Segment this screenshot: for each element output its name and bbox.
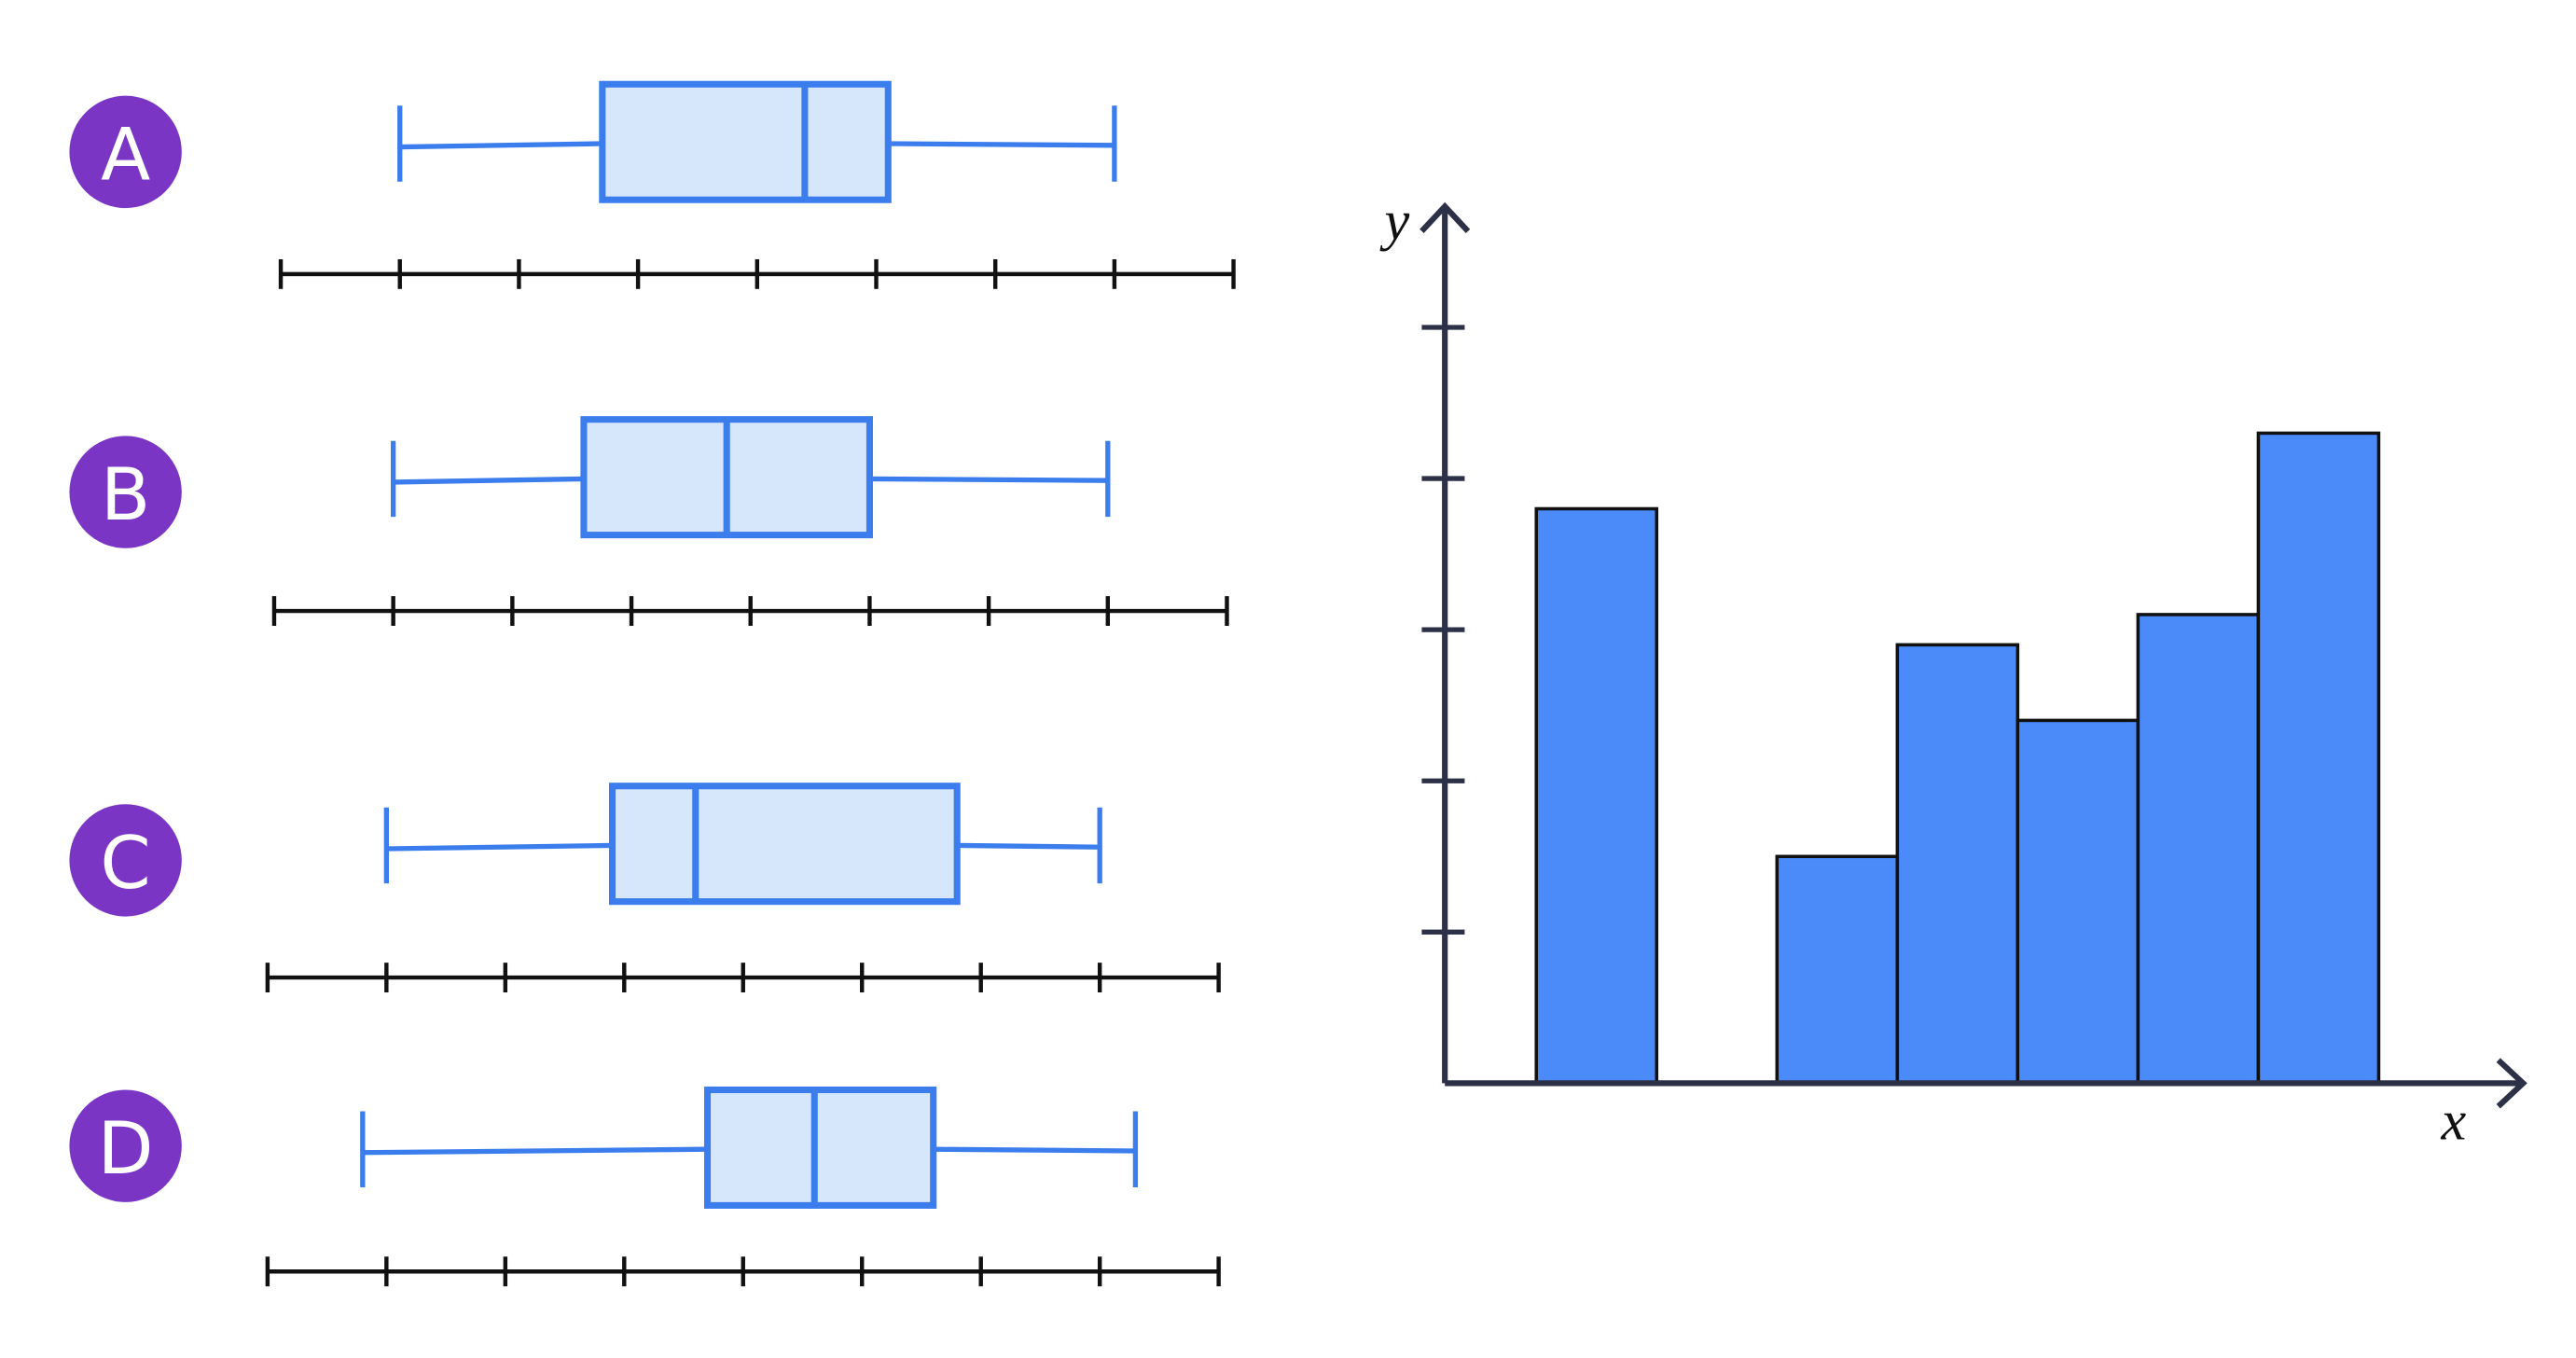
plot-label: D (98, 1107, 154, 1191)
whisker (362, 1146, 708, 1156)
y-arrow (1420, 201, 1471, 233)
bar (2015, 718, 2140, 1086)
bar (1775, 854, 1900, 1086)
whisker (399, 141, 602, 150)
box (609, 783, 961, 906)
whisker (957, 842, 1101, 850)
bar (1534, 506, 1659, 1086)
box (703, 1086, 937, 1209)
bar (1895, 643, 2020, 1086)
label-badge (69, 1089, 182, 1202)
plot-label: C (100, 822, 150, 906)
x-axis-label: x (2441, 1090, 2467, 1153)
whisker (393, 476, 585, 485)
label-badge (69, 436, 182, 548)
box (599, 80, 892, 203)
plot-label: B (101, 453, 150, 537)
x-arrow (2496, 1058, 2528, 1109)
whisker (933, 1146, 1136, 1154)
label-badge (69, 95, 182, 209)
bar (2256, 431, 2381, 1086)
whisker (888, 141, 1115, 148)
whisker (869, 476, 1108, 483)
y-axis-label: y (1378, 190, 1409, 253)
whisker (386, 842, 613, 852)
plot-label: A (101, 113, 150, 197)
bar (2136, 613, 2261, 1086)
label-badge (69, 804, 182, 917)
